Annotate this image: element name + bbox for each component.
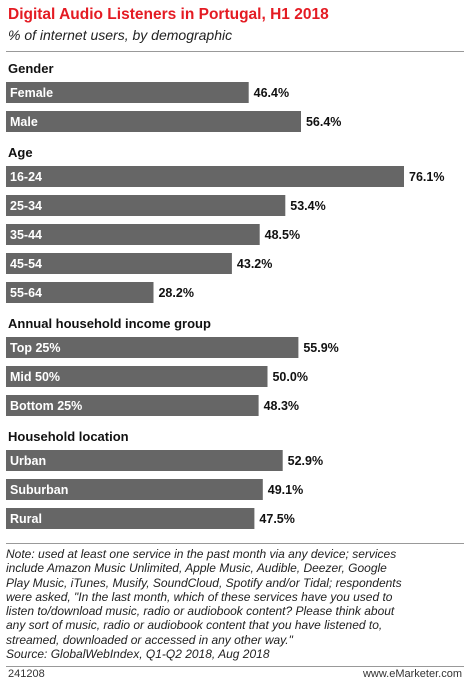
bar-value-label: 76.1%	[409, 170, 444, 184]
bar-value-label: 56.4%	[306, 115, 341, 129]
bar	[6, 337, 299, 358]
bar	[6, 82, 249, 103]
group-title: Household location	[8, 429, 129, 444]
bar	[6, 479, 263, 500]
bar	[6, 508, 255, 529]
bar	[6, 450, 283, 471]
brand-suffix: .com	[438, 668, 462, 680]
brand-logo[interactable]: www.eMarketer.com	[363, 668, 462, 680]
bar-value-label: 43.2%	[237, 257, 272, 271]
note-line: were asked, "In the last month, which of…	[6, 589, 393, 604]
group-title: Gender	[8, 61, 54, 76]
bar-category-label: 55-64	[10, 286, 42, 300]
note-line: streamed, downloaded or accessed in any …	[6, 632, 293, 647]
title-divider	[6, 51, 464, 52]
bar-chart: Gender Female 46.4% Male 56.4% Age 16-24 76.1% 2…	[6, 61, 444, 529]
bar	[6, 282, 154, 303]
bar-category-label: 25-34	[10, 199, 42, 213]
note-line: include Amazon Music Unlimited, Apple Mu…	[6, 561, 387, 576]
chart-id: 241208	[8, 668, 45, 680]
bar	[6, 395, 259, 416]
bar-category-label: 16-24	[10, 170, 42, 184]
bar-category-label: 35-44	[10, 228, 42, 242]
bar-category-label: Female	[10, 86, 53, 100]
bar-value-label: 55.9%	[303, 341, 338, 355]
bar-category-label: 45-54	[10, 257, 42, 271]
bar-category-label: Suburban	[10, 483, 68, 497]
bar-value-label: 48.3%	[264, 399, 299, 413]
brand-prefix: www.	[362, 668, 390, 680]
group-title: Age	[8, 145, 33, 160]
group-title: Annual household income group	[8, 316, 211, 331]
bar	[6, 111, 301, 132]
bar	[6, 253, 232, 274]
bar-value-label: 53.4%	[290, 199, 325, 213]
footer-divider	[6, 666, 464, 667]
bar	[6, 224, 260, 245]
note-line: listen to/download music, radio or audio…	[6, 604, 395, 619]
bar-category-label: Bottom 25%	[10, 399, 82, 413]
note-line: any sort of music, radio or audiobook co…	[6, 618, 383, 633]
bar	[6, 195, 286, 216]
note-line: Play Music, iTunes, Musify, SoundCloud, …	[6, 575, 402, 590]
bar	[6, 166, 404, 187]
bar-value-label: 46.4%	[254, 86, 289, 100]
bar-category-label: Rural	[10, 512, 42, 526]
bar-category-label: Mid 50%	[10, 370, 60, 384]
note-line: Note: used at least one service in the p…	[6, 547, 397, 561]
bar-value-label: 49.1%	[268, 483, 303, 497]
source-text: Source: GlobalWebIndex, Q1-Q2 2018, Aug …	[6, 647, 270, 662]
bar-category-label: Urban	[10, 454, 46, 468]
bar-category-label: Top 25%	[10, 341, 60, 355]
bar-value-label: 52.9%	[288, 454, 323, 468]
bar-value-label: 28.2%	[158, 286, 193, 300]
bar-category-label: Male	[10, 115, 38, 129]
brand-name: eMarketer	[389, 668, 439, 680]
bar	[6, 366, 268, 387]
bar-value-label: 50.0%	[272, 370, 307, 384]
chart-title: Digital Audio Listeners in Portugal, H1 …	[8, 6, 329, 23]
bar-value-label: 47.5%	[259, 512, 294, 526]
chart-notes: Note: used at least one service in the p…	[6, 543, 464, 661]
bar-value-label: 48.5%	[265, 228, 300, 242]
chart-subtitle: % of internet users, by demographic	[8, 27, 233, 43]
